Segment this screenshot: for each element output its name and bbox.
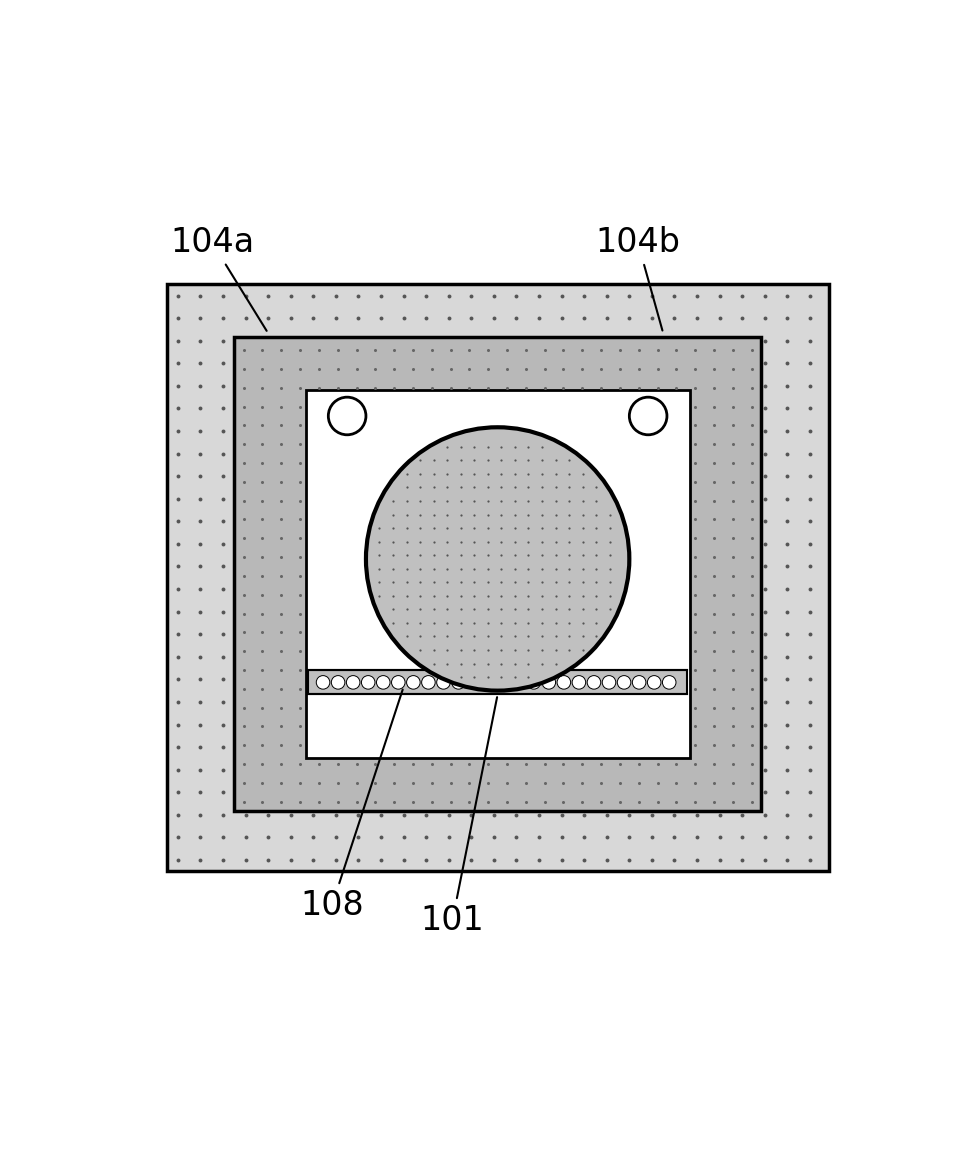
Circle shape xyxy=(618,676,631,690)
Circle shape xyxy=(497,676,511,690)
Circle shape xyxy=(347,676,360,690)
Bar xyxy=(306,389,689,758)
Circle shape xyxy=(391,676,405,690)
Circle shape xyxy=(542,676,555,690)
Circle shape xyxy=(331,676,345,690)
Circle shape xyxy=(527,676,541,690)
Circle shape xyxy=(452,676,465,690)
Circle shape xyxy=(482,676,495,690)
Circle shape xyxy=(629,398,667,435)
Circle shape xyxy=(557,676,571,690)
Text: 104a: 104a xyxy=(170,226,267,330)
Bar xyxy=(167,284,829,872)
Circle shape xyxy=(328,398,366,435)
Circle shape xyxy=(587,676,601,690)
Circle shape xyxy=(662,676,676,690)
Circle shape xyxy=(317,676,330,690)
Circle shape xyxy=(602,676,616,690)
Circle shape xyxy=(572,676,586,690)
Bar xyxy=(308,670,687,694)
Circle shape xyxy=(437,676,451,690)
Text: 108: 108 xyxy=(300,690,403,921)
Circle shape xyxy=(366,428,629,691)
Circle shape xyxy=(648,676,661,690)
Circle shape xyxy=(512,676,525,690)
Bar xyxy=(234,337,761,811)
Circle shape xyxy=(467,676,481,690)
Circle shape xyxy=(377,676,390,690)
Circle shape xyxy=(632,676,646,690)
Circle shape xyxy=(407,676,420,690)
Circle shape xyxy=(361,676,375,690)
Circle shape xyxy=(421,676,435,690)
Text: 104b: 104b xyxy=(595,226,681,330)
Text: 101: 101 xyxy=(420,697,497,936)
